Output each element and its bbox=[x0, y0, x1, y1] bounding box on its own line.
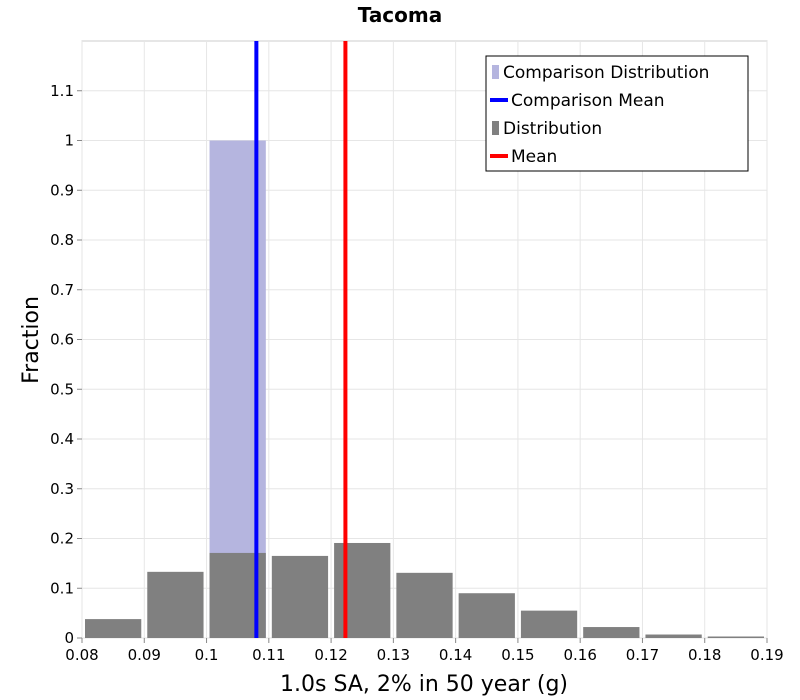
y-axis-ticks: 0 0.1 0.2 0.3 0.4 0.5 0.6 0.7 0.8 0.9 1 1.1 bbox=[50, 82, 82, 647]
x-tick-label-2: 0.1 bbox=[195, 646, 219, 664]
y-tick-label-2: 0.2 bbox=[50, 530, 74, 548]
x-tick-label-5: 0.13 bbox=[377, 646, 410, 664]
legend-swatch-2 bbox=[492, 121, 499, 135]
y-tick-label-8: 0.8 bbox=[50, 231, 74, 249]
x-tick-label-8: 0.16 bbox=[563, 646, 596, 664]
x-tick-label-6: 0.14 bbox=[439, 646, 472, 664]
y-tick-label-10: 1 bbox=[64, 132, 74, 150]
mean-lines bbox=[254, 41, 348, 638]
y-tick-label-11: 1.1 bbox=[50, 82, 74, 100]
legend-label-3: Mean bbox=[511, 147, 557, 167]
x-tick-label-3: 0.11 bbox=[252, 646, 285, 664]
legend: Comparison Distribution Comparison Mean Di… bbox=[485, 55, 749, 172]
distribution-bar-1 bbox=[147, 571, 204, 638]
y-tick-label-6: 0.6 bbox=[50, 331, 74, 349]
y-tick-label-0: 0 bbox=[64, 629, 74, 647]
x-tick-label-4: 0.12 bbox=[314, 646, 347, 664]
x-tick-label-10: 0.18 bbox=[688, 646, 721, 664]
legend-swatch-0 bbox=[492, 65, 499, 79]
y-tick-label-3: 0.3 bbox=[50, 480, 74, 498]
distribution-bar-10 bbox=[707, 636, 764, 638]
distribution-bar-6 bbox=[458, 593, 515, 638]
y-tick-label-1: 0.1 bbox=[50, 579, 74, 597]
y-tick-label-4: 0.4 bbox=[50, 430, 74, 448]
x-axis-title: 1.0s SA, 2% in 50 year (g) bbox=[280, 672, 568, 697]
y-tick-label-7: 0.7 bbox=[50, 281, 74, 299]
legend-box bbox=[485, 55, 749, 172]
x-tick-label-9: 0.17 bbox=[626, 646, 659, 664]
legend-label-0: Comparison Distribution bbox=[503, 63, 709, 83]
legend-label-1: Comparison Mean bbox=[511, 91, 665, 111]
chart-title: Tacoma bbox=[358, 3, 443, 27]
x-tick-label-0: 0.08 bbox=[65, 646, 98, 664]
x-tick-label-7: 0.15 bbox=[501, 646, 534, 664]
y-axis-title: Fraction bbox=[19, 296, 44, 384]
distribution-bar-8 bbox=[583, 627, 640, 638]
legend-label-2: Distribution bbox=[503, 119, 602, 139]
y-tick-label-9: 0.9 bbox=[50, 181, 74, 199]
distribution-bar-5 bbox=[396, 572, 453, 638]
distribution-bar-7 bbox=[520, 610, 578, 638]
distribution-bar-4 bbox=[334, 542, 391, 638]
distribution-bar-0 bbox=[85, 619, 142, 638]
x-tick-label-11: 0.19 bbox=[750, 646, 783, 664]
x-tick-label-1: 0.09 bbox=[128, 646, 161, 664]
x-axis-ticks: 0.08 0.09 0.1 0.11 0.12 0.13 0.14 0.15 0.16 0.17 0… bbox=[65, 638, 784, 664]
distribution-bar-3 bbox=[271, 555, 329, 638]
distribution-bar-9 bbox=[645, 634, 702, 638]
y-tick-label-5: 0.5 bbox=[50, 380, 74, 398]
